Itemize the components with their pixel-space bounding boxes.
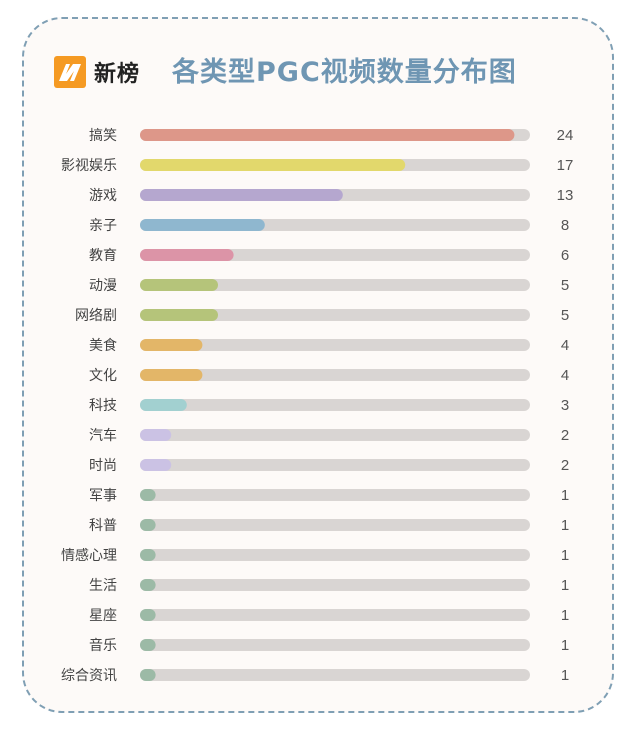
brand-name: 新榜	[94, 62, 141, 87]
bar	[140, 549, 156, 561]
bar	[140, 519, 156, 531]
category-label: 音乐	[89, 637, 117, 654]
bar-track	[140, 249, 530, 261]
bar-track	[140, 369, 530, 381]
bar	[140, 399, 187, 411]
bar-track	[140, 339, 530, 351]
value-label: 2	[561, 457, 569, 474]
value-label: 1	[561, 547, 569, 564]
value-label: 1	[561, 487, 569, 504]
bar	[140, 279, 218, 291]
category-label: 游戏	[89, 188, 117, 204]
bar-track	[140, 519, 530, 531]
xinbang-logo-icon	[54, 56, 86, 88]
value-label: 1	[561, 577, 569, 594]
bar-track	[140, 489, 530, 501]
category-label: 生活	[89, 578, 117, 594]
value-label: 5	[561, 277, 569, 294]
bar	[140, 489, 156, 501]
value-label: 5	[561, 307, 569, 324]
category-label: 综合资讯	[61, 668, 117, 684]
category-label: 亲子	[89, 218, 117, 234]
bar	[140, 609, 156, 621]
category-label: 情感心理	[61, 547, 117, 564]
category-label: 美食	[89, 337, 117, 354]
bar-track	[140, 399, 530, 411]
value-label: 24	[557, 127, 574, 144]
value-label: 3	[561, 397, 569, 414]
category-label: 时尚	[89, 458, 117, 474]
chart-title: 各类型PGC视频数量分布图	[172, 57, 517, 88]
value-label: 6	[561, 247, 569, 264]
category-label: 动漫	[89, 278, 117, 294]
category-label: 教育	[89, 248, 117, 264]
bar-track	[140, 309, 530, 321]
bar-track	[140, 459, 530, 471]
bar	[140, 639, 156, 651]
category-label: 军事	[89, 488, 117, 504]
bar	[140, 159, 406, 171]
category-label: 网络剧	[75, 308, 117, 324]
category-label: 科普	[89, 518, 117, 534]
category-label: 星座	[89, 608, 117, 624]
value-label: 1	[561, 637, 569, 654]
bar-track	[140, 549, 530, 561]
bar-track	[140, 429, 530, 441]
value-label: 1	[561, 607, 569, 624]
bar	[140, 429, 172, 441]
bar	[140, 249, 234, 261]
bar	[140, 219, 265, 231]
bar	[140, 669, 156, 681]
bar	[140, 459, 172, 471]
category-label: 汽车	[89, 427, 117, 444]
value-label: 13	[557, 187, 574, 204]
bar-track	[140, 579, 530, 591]
bar	[140, 189, 343, 201]
value-label: 4	[561, 337, 569, 354]
bar	[140, 339, 203, 351]
bar	[140, 129, 515, 141]
value-label: 1	[561, 517, 569, 534]
category-label: 影视娱乐	[61, 158, 117, 174]
bar-track	[140, 609, 530, 621]
bar	[140, 369, 203, 381]
value-label: 8	[561, 217, 569, 234]
value-label: 2	[561, 427, 569, 444]
value-label: 1	[561, 667, 569, 684]
bar-track	[140, 279, 530, 291]
value-label: 4	[561, 367, 569, 384]
bar	[140, 579, 156, 591]
value-label: 17	[557, 157, 574, 174]
brand-header: 新榜	[54, 52, 140, 92]
bar-track	[140, 669, 530, 681]
bar-track	[140, 639, 530, 651]
category-label: 搞笑	[89, 128, 117, 144]
category-label: 文化	[89, 368, 117, 384]
bar	[140, 309, 218, 321]
category-label: 科技	[89, 398, 117, 414]
